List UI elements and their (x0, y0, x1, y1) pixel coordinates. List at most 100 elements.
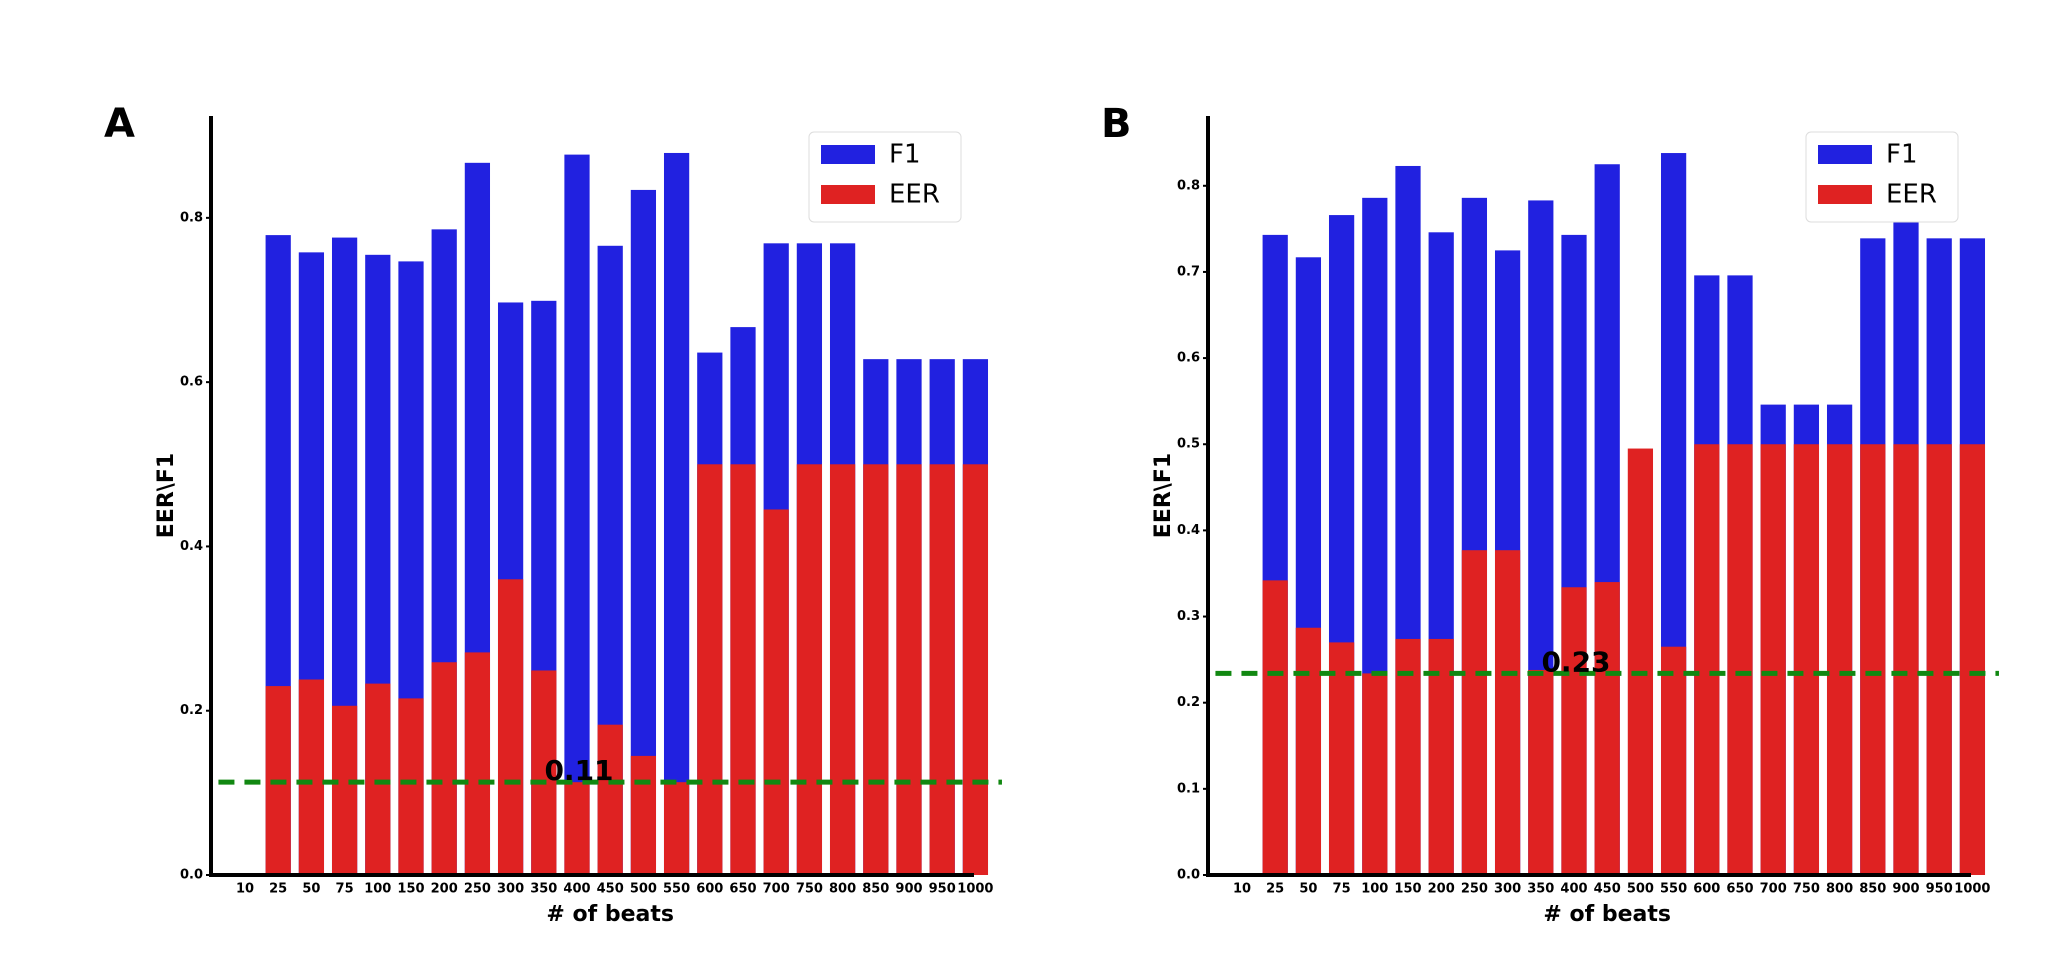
bar (630, 755, 657, 875)
x-tick-label: 800 (829, 882, 856, 897)
x-tick-label: 450 (597, 882, 624, 897)
bar (829, 464, 856, 875)
panel-label: A (104, 101, 135, 147)
x-tick-label: 150 (1394, 882, 1421, 897)
x-tick-label: 600 (1693, 882, 1720, 897)
legend-label: EER (1886, 180, 1937, 210)
y-tick-label: 0.8 (1177, 178, 1200, 193)
bar (398, 698, 424, 875)
bar (1826, 444, 1853, 875)
x-tick-label: 700 (763, 882, 790, 897)
x-tick-label: 25 (269, 882, 287, 897)
x-tick-label: 10 (236, 882, 254, 897)
bar (1561, 587, 1587, 875)
bar (1860, 444, 1886, 875)
legend-swatch (1818, 185, 1872, 204)
bar (663, 782, 690, 875)
x-tick-label: 300 (497, 882, 524, 897)
y-tick-label: 0.1 (1177, 781, 1200, 796)
x-tick-label: 25 (1266, 882, 1284, 897)
bar (1893, 444, 1919, 875)
y-tick-label: 0.0 (180, 868, 203, 883)
x-tick-label: 400 (563, 882, 590, 897)
x-axis-label: # of beats (1543, 902, 1671, 927)
x-tick-label: 850 (1859, 882, 1886, 897)
x-tick-label: 500 (630, 882, 657, 897)
x-tick-label: 50 (1299, 882, 1317, 897)
x-tick-label: 100 (1361, 882, 1388, 897)
x-tick-label: 500 (1627, 882, 1654, 897)
x-tick-label: 950 (929, 882, 956, 897)
bar (796, 464, 823, 875)
bar (1694, 444, 1720, 875)
x-tick-label: 250 (1461, 882, 1488, 897)
y-axis-label: EER\F1 (1151, 453, 1176, 538)
bar (929, 464, 955, 875)
x-tick-label: 950 (1926, 882, 1953, 897)
x-tick-label: 350 (530, 882, 557, 897)
bar (697, 464, 723, 875)
x-tick-label: 650 (729, 882, 756, 897)
bar (1428, 638, 1454, 875)
threshold-label: 0.23 (1541, 645, 1610, 678)
bar (1395, 638, 1421, 875)
bar (365, 683, 391, 875)
bar (1627, 448, 1654, 875)
x-tick-label: 600 (696, 882, 723, 897)
x-tick-label: 700 (1760, 882, 1787, 897)
x-tick-label: 200 (431, 882, 458, 897)
legend-label: F1 (889, 140, 921, 170)
bar (730, 464, 756, 875)
bar (863, 464, 889, 875)
x-tick-label: 550 (1660, 882, 1687, 897)
y-tick-label: 0.5 (1177, 437, 1200, 452)
bar (331, 705, 358, 875)
x-tick-label: 550 (663, 882, 690, 897)
y-tick-label: 0.4 (1177, 523, 1200, 538)
bar (564, 782, 590, 875)
x-tick-label: 750 (1793, 882, 1820, 897)
bar (962, 464, 989, 875)
x-tick-label: 650 (1726, 882, 1753, 897)
bar (1760, 444, 1786, 875)
bar (1793, 444, 1820, 875)
x-tick-label: 400 (1560, 882, 1587, 897)
legend-swatch (1818, 145, 1872, 164)
x-tick-label: 1000 (957, 882, 993, 897)
bar (464, 652, 491, 875)
x-tick-label: 900 (1892, 882, 1919, 897)
y-tick-label: 0.8 (180, 210, 203, 225)
legend-label: EER (889, 180, 940, 210)
threshold-label: 0.11 (544, 754, 613, 787)
bar (663, 152, 690, 875)
bar (1362, 673, 1388, 875)
x-tick-label: 850 (862, 882, 889, 897)
bar (298, 679, 325, 875)
legend-swatch (821, 145, 875, 164)
bar (1926, 444, 1952, 875)
bar (1594, 582, 1620, 875)
x-tick-label: 100 (364, 882, 391, 897)
x-tick-label: 250 (464, 882, 491, 897)
bar (597, 724, 623, 875)
x-tick-label: 50 (302, 882, 320, 897)
panel-label: B (1101, 101, 1132, 147)
y-tick-label: 0.6 (1177, 351, 1200, 366)
x-tick-label: 800 (1826, 882, 1853, 897)
x-tick-label: 300 (1494, 882, 1521, 897)
bar (497, 579, 524, 875)
bar (1461, 550, 1488, 875)
x-tick-label: 75 (1333, 882, 1351, 897)
bar (1494, 550, 1521, 875)
x-tick-label: 1000 (1954, 882, 1990, 897)
y-tick-label: 0.2 (180, 703, 203, 718)
bar (1727, 444, 1753, 875)
x-tick-label: 150 (397, 882, 424, 897)
x-tick-label: 350 (1527, 882, 1554, 897)
y-tick-label: 0.2 (1177, 695, 1200, 710)
y-axis-label: EER\F1 (154, 453, 179, 538)
legend-swatch (821, 185, 875, 204)
bar (763, 509, 789, 875)
